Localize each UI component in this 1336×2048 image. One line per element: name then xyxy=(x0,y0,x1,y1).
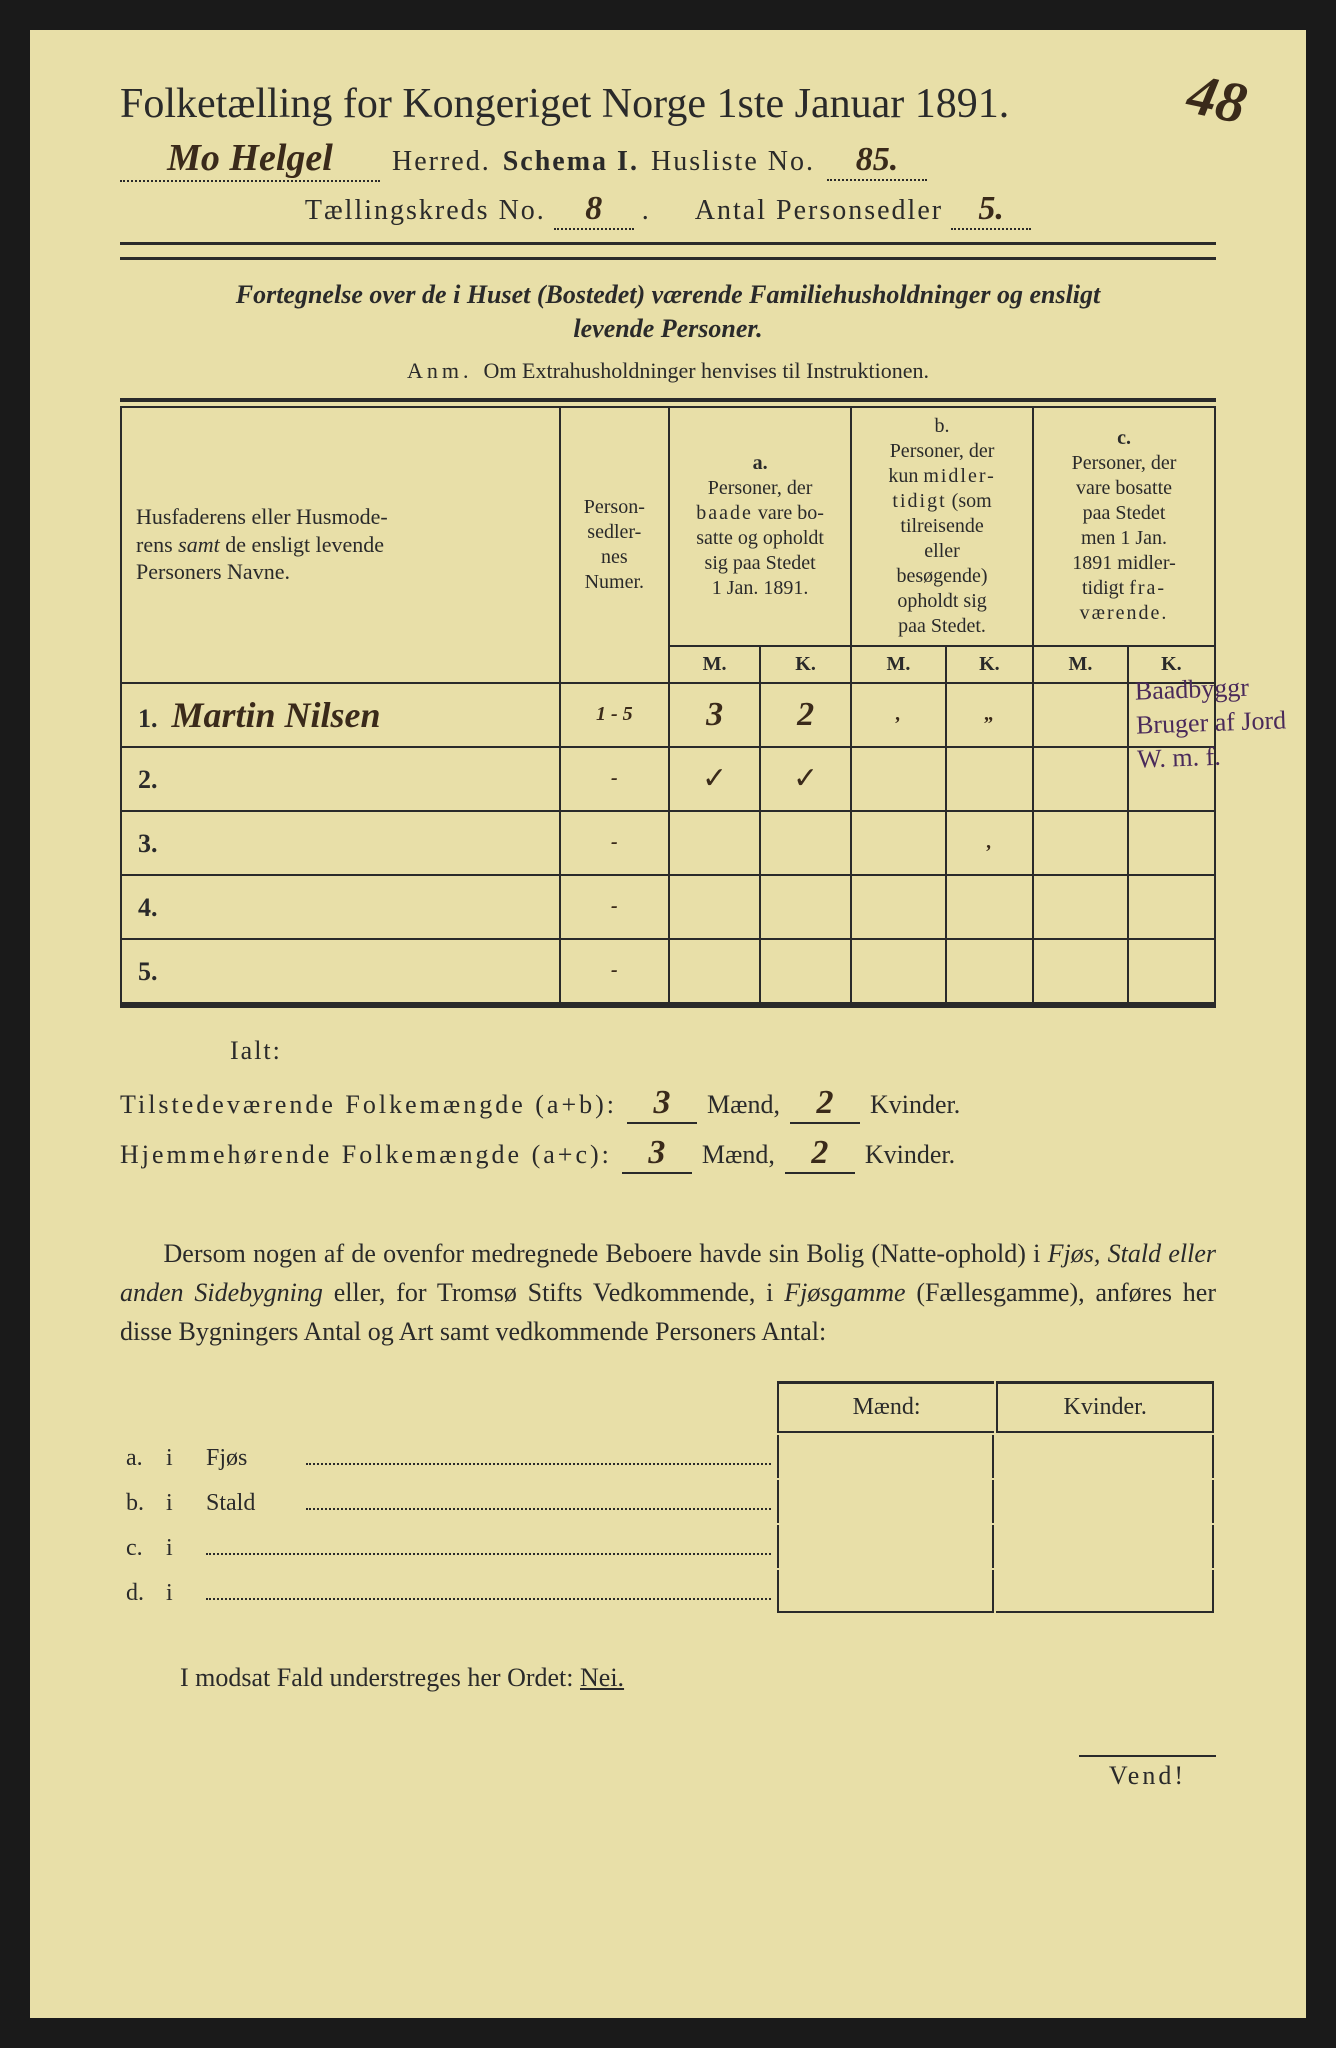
personsedler-label: Antal Personsedler xyxy=(695,195,943,227)
col-a-header: a.Personer, derbaade vare bo-satte og op… xyxy=(669,407,851,646)
kreds-value: 8 xyxy=(554,190,634,230)
col-c-header: c.Personer, dervare bosattepaa Stedetmen… xyxy=(1033,407,1215,646)
schema-label: Schema I. xyxy=(503,146,639,178)
husliste-value: 85. xyxy=(827,141,927,181)
herred-label: Herred. xyxy=(392,146,491,178)
herred-value: Mo Helgel xyxy=(120,136,380,182)
side-header-kvinder: Kvinder. xyxy=(996,1381,1214,1433)
summary-present: Tilstedeværende Folkemængde (a+b): 3 Mæn… xyxy=(120,1084,1216,1124)
kreds-label: Tællingskreds No. xyxy=(305,195,546,227)
table-row: 3. - ‚ xyxy=(121,811,1215,875)
side-row: c.i xyxy=(122,1525,1214,1568)
table-row: 5. - xyxy=(121,939,1215,1003)
summary-resident: Hjemmehørende Folkemængde (a+c): 3 Mænd,… xyxy=(120,1134,1216,1174)
b-m-label: M. xyxy=(851,646,946,683)
census-form-page: Folketælling for Kongeriget Norge 1ste J… xyxy=(30,30,1306,2018)
ialt-label: Ialt: xyxy=(230,1036,1216,1066)
husliste-label: Husliste No. xyxy=(651,146,815,178)
table-row: 4. - xyxy=(121,875,1215,939)
side-row: a.iFjøs xyxy=(122,1435,1214,1478)
herred-line: Mo Helgel Herred. Schema I. Husliste No.… xyxy=(120,136,1216,182)
page-title: Folketælling for Kongeriget Norge 1ste J… xyxy=(120,80,1216,128)
table-row: 1.Martin Nilsen 1 - 5 3 2 ‚ „ xyxy=(121,683,1215,747)
col-num-header: Person-sedler-nesNumer. xyxy=(560,407,670,683)
title-text: Folketælling for Kongeriget Norge 1ste J… xyxy=(120,81,1009,127)
table-row: 2. - ✓ ✓ xyxy=(121,747,1215,811)
margin-annotation: Baadbyggr Bruger af Jord W. m. f. xyxy=(1134,669,1288,776)
anm-note: Anm. Om Extrahusholdninger henvises til … xyxy=(120,358,1216,384)
side-header-maend: Mænd: xyxy=(777,1381,995,1433)
form-description: Fortegnelse over de i Huset (Bostedet) v… xyxy=(120,278,1216,346)
col-b-header: b.Personer, derkun midler-tidigt (somtil… xyxy=(851,407,1033,646)
b-k-label: K. xyxy=(946,646,1033,683)
a-k-label: K. xyxy=(760,646,851,683)
kreds-line: Tællingskreds No. 8 . Antal Personsedler… xyxy=(120,190,1216,245)
page-number: 48 xyxy=(1182,60,1253,138)
side-building-paragraph: Dersom nogen af de ovenfor medregnede Be… xyxy=(120,1234,1216,1351)
main-table: Husfaderens eller Husmode-rens samt de e… xyxy=(120,406,1216,1004)
main-table-wrapper: Baadbyggr Bruger af Jord W. m. f. Husfad… xyxy=(120,398,1216,1008)
a-m-label: M. xyxy=(669,646,760,683)
side-row: d.i xyxy=(122,1570,1214,1613)
col-names-header: Husfaderens eller Husmode-rens samt de e… xyxy=(121,407,560,683)
vend-label: Vend! xyxy=(120,1753,1216,1791)
divider xyxy=(120,257,1216,260)
side-building-table: Mænd: Kvinder. a.iFjøs b.iStald c.i d.i xyxy=(120,1379,1216,1615)
nei-line: I modsat Fald understreges her Ordet: Ne… xyxy=(180,1663,1216,1693)
c-m-label: M. xyxy=(1033,646,1128,683)
side-row: b.iStald xyxy=(122,1480,1214,1523)
personsedler-value: 5. xyxy=(951,190,1031,230)
